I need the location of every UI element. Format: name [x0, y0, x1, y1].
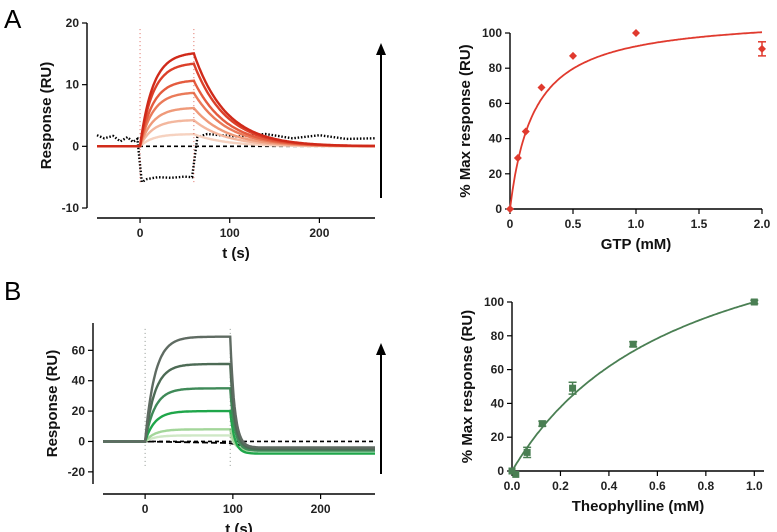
B-right-y-tick-label: 60	[491, 363, 505, 377]
B-left-y-tick-label: -20	[68, 465, 86, 479]
B-right-y-tick-label: 80	[491, 329, 505, 343]
B-right-x-tick-label: 0.2	[552, 479, 569, 493]
B-left-series-c3	[103, 409, 375, 455]
A-right-x-tick-label: 0	[507, 217, 514, 231]
B-left-series-c6	[103, 335, 375, 449]
A-right-x-tick-label: 2.0	[754, 217, 771, 231]
A-left-reference-trace	[96, 132, 376, 185]
B-right-y-axis-title: % Max response (RU)	[459, 310, 476, 463]
A-right-fit-curve	[509, 31, 763, 210]
B-right-x-tick-label: 0.0	[504, 479, 521, 493]
A-right-x-tick-label: 1.0	[628, 217, 645, 231]
A-left-y-tick-label: 20	[66, 16, 80, 30]
A-left-y-tick-label: 10	[66, 78, 80, 92]
B-right-fit-curve	[511, 301, 755, 472]
A-right-y-tick-label: 40	[489, 132, 503, 146]
A-left-x-tick-label: 0	[137, 226, 144, 240]
A-right-data-point	[632, 29, 640, 37]
B-left-x-tick-label: 200	[311, 502, 331, 516]
B-right-x-tick-label: 1.0	[746, 479, 763, 493]
B-left-arrow-head	[376, 343, 386, 355]
A-right-y-tick-label: 0	[495, 202, 502, 216]
B-left-y-axis-title: Response (RU)	[44, 350, 61, 458]
B-right-data-point	[512, 470, 520, 478]
A-right-y-axis-title: % Max response (RU)	[457, 44, 474, 197]
B-right-y-tick-label: 100	[484, 295, 504, 309]
B-right-x-tick-label: 0.8	[698, 479, 715, 493]
A-left-y-axis-title: Response (RU)	[38, 62, 55, 170]
B-right-data-point	[523, 448, 531, 456]
A-right-x-axis-title: GTP (mM)	[601, 236, 672, 253]
A-right-data-point	[506, 205, 514, 213]
B-left-x-tick-label: 0	[142, 502, 149, 516]
B-right-chart: 0 20 40 60 80 100 0.0 0.2 0.4 0.6 0.8 1.0 Theophylli…	[459, 295, 764, 515]
B-right-y-tick-label: 0	[497, 464, 504, 478]
A-left-series-c7	[97, 52, 375, 148]
A-right-y-tick-label: 20	[489, 167, 503, 181]
B-left-y-tick-label: 60	[72, 343, 86, 357]
panel-label-a: A	[4, 4, 22, 34]
B-right-y-tick-label: 40	[491, 396, 505, 410]
A-left-y-tick-label: 0	[72, 139, 79, 153]
B-left-x-tick-label: 100	[223, 502, 243, 516]
B-left-y-tick-label: 0	[78, 434, 85, 448]
A-right-data-point	[537, 83, 546, 92]
B-right-data-point	[538, 420, 546, 428]
A-right-data-point	[758, 44, 766, 53]
B-left-y-tick-label: 20	[72, 404, 86, 418]
A-right-y-tick-label: 80	[489, 61, 503, 75]
B-right-x-tick-label: 0.4	[601, 479, 618, 493]
B-right-y-tick-label: 20	[491, 430, 505, 444]
A-left-x-axis-title: t (s)	[222, 245, 250, 262]
B-right-data-point	[569, 384, 577, 392]
B-right-x-tick-label: 0.6	[649, 479, 666, 493]
A-right-chart: 0 20 40 60 80 100 0 0.5 1.0 1.5 2.0 GTP (mM) % Max r…	[457, 26, 771, 253]
B-left-x-axis-title: t (s)	[225, 521, 253, 532]
B-left-series-c5	[103, 362, 375, 451]
A-right-data-point	[569, 51, 577, 60]
A-left-x-tick-label: 200	[309, 226, 329, 240]
panel-label-b: B	[4, 276, 21, 306]
A-right-data-point	[513, 153, 522, 162]
B-right-x-axis-title: Theophylline (mM)	[572, 498, 705, 515]
B-left-chart: -20 0 20 40 60 0 100 200 t (s) Response (RU)	[44, 323, 386, 532]
A-right-x-tick-label: 1.5	[691, 217, 708, 231]
A-right-data-point	[521, 127, 530, 136]
A-right-x-tick-label: 0.5	[565, 217, 582, 231]
A-left-x-tick-label: 100	[220, 226, 240, 240]
A-right-y-tick-label: 100	[482, 26, 502, 40]
B-right-data-point	[750, 298, 758, 306]
A-left-series-c6	[97, 62, 375, 148]
B-right-data-point	[629, 340, 637, 348]
A-left-series-c3	[97, 106, 375, 148]
B-right-data-point	[508, 467, 516, 475]
A-right-y-tick-label: 60	[489, 96, 503, 110]
A-left-y-tick-label: -10	[62, 201, 80, 215]
B-left-y-tick-label: 40	[72, 374, 86, 388]
A-left-arrow-head	[376, 43, 386, 55]
